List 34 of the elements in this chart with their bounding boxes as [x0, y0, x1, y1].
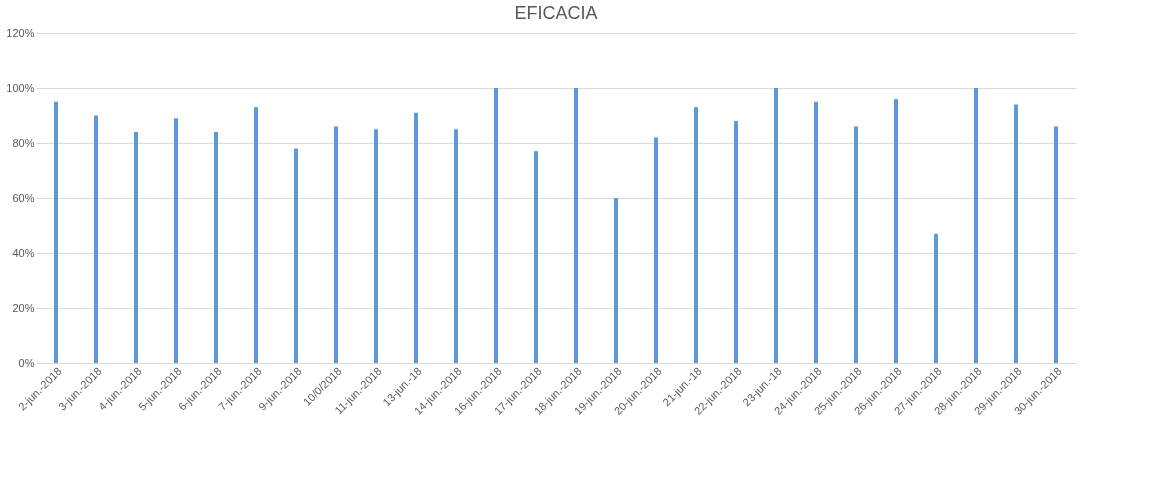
- bar: [814, 101, 818, 363]
- bar: [774, 88, 778, 363]
- bar: [54, 101, 58, 363]
- bar: [174, 118, 178, 363]
- y-tick-label: 20%: [12, 301, 35, 314]
- y-tick-label: 80%: [12, 136, 35, 149]
- chart-title: EFICACIA: [514, 3, 598, 23]
- bar: [414, 112, 418, 363]
- bar: [214, 132, 218, 363]
- bar: [294, 148, 298, 363]
- bar: [1054, 126, 1058, 363]
- bar: [654, 137, 658, 363]
- y-tick-label: 40%: [12, 246, 35, 259]
- bar: [254, 107, 258, 363]
- bar: [894, 99, 898, 363]
- bar: [694, 107, 698, 363]
- y-tick-label: 100%: [6, 81, 35, 94]
- bar: [94, 115, 98, 363]
- bar: [574, 88, 578, 363]
- bar: [494, 88, 498, 363]
- y-tick-label: 120%: [6, 26, 35, 39]
- bar: [454, 129, 458, 363]
- bar: [734, 121, 738, 363]
- bar: [854, 126, 858, 363]
- bar: [334, 126, 338, 363]
- bar: [934, 233, 938, 363]
- y-tick-label: 60%: [12, 191, 35, 204]
- bar: [614, 198, 618, 363]
- bar: [974, 88, 978, 363]
- bar: [534, 151, 538, 363]
- bar: [1014, 104, 1018, 363]
- y-tick-label: 0%: [18, 356, 35, 369]
- bar: [374, 129, 378, 363]
- bar: [134, 132, 138, 363]
